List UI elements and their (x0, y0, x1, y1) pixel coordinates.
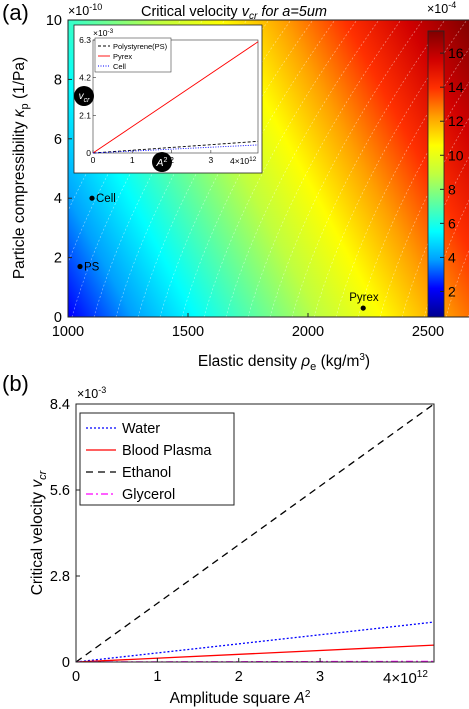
panel-a-title: Critical velocity vcr for a=5um (141, 4, 327, 22)
panel-b-x-ticks: 0 1 2 3 (72, 658, 324, 685)
series-line-blood-plasma (76, 644, 434, 662)
x-tick-label: 2000 (292, 324, 324, 340)
inset-series-pyrex (92, 41, 259, 154)
panel-b-y-axis-label: Critical velocity vcr (29, 469, 49, 595)
point-label-pyrex: Pyrex (349, 292, 379, 304)
inset-series (92, 41, 259, 154)
panel-b-x-axis-label: Amplitude square A2 (170, 689, 311, 707)
y-tick-label: 2 (54, 251, 62, 267)
x-tick-label: 1 (153, 669, 161, 685)
heatmap-points: Cell PS Pyrex (77, 193, 379, 311)
colorbar-tick-label: 14 (448, 79, 464, 95)
y-tick-label: 8 (54, 72, 62, 88)
y-tick-label: 8.4 (50, 397, 70, 413)
inset-x-axis-label: A2 (156, 157, 168, 169)
inset-y-tick-label: 2.1 (79, 110, 91, 120)
panel-b-y-exponent: ×10-3 (77, 385, 106, 401)
y-tick-label: 6 (54, 132, 62, 148)
point-marker-cell (89, 195, 95, 201)
colorbar-ticks: 2 4 6 8 10 12 14 16 (440, 45, 464, 299)
inset-y-tick-label: 4.2 (79, 73, 91, 83)
y-tick-label: 2.8 (50, 569, 70, 585)
panel-a-y-ticks: 0 2 4 6 8 10 (46, 13, 72, 326)
colorbar (427, 30, 445, 318)
colorbar-tick-label: 12 (448, 113, 464, 129)
point-label-ps: PS (84, 262, 100, 274)
inset-x-tick-label: 1 (130, 155, 135, 165)
inset-legend-label: Polystyrene(PS) (113, 42, 168, 51)
panel-a: (a) Critical velocity vcr for a=5um 1000… (2, 0, 469, 373)
legend-label: Glycerol (122, 487, 175, 503)
panel-a-label: (a) (2, 0, 29, 25)
x-tick-label: 1500 (172, 324, 204, 340)
panel-b-label: (b) (2, 371, 29, 396)
inset-legend-label: Cell (113, 62, 126, 71)
y-tick-label: 0 (62, 655, 70, 671)
inset-y-axis-label: vcr (79, 91, 91, 104)
x-tick-label: 3 (316, 669, 324, 685)
inset-legend (94, 37, 172, 73)
inset-y-exponent: ×10-3 (93, 28, 114, 38)
colorbar-tick-label: 4 (448, 249, 456, 265)
point-label-cell: Cell (96, 193, 116, 205)
colorbar-tick-label: 8 (448, 181, 456, 197)
inset-y-tick-label: 6.3 (79, 35, 91, 45)
point-marker-ps (77, 263, 83, 270)
x-tick-label: 0 (72, 669, 80, 685)
colorbar-tick-label: 16 (448, 45, 464, 61)
heatmap-frame (67, 19, 469, 318)
inset-y-label-badge (74, 86, 94, 106)
inset-x-tick-label: 3 (208, 155, 213, 165)
legend-label: Water (122, 421, 160, 437)
x-tick-label: 2500 (412, 324, 444, 340)
panel-b-frame (75, 403, 435, 663)
panel-b-legend-items: Water Blood Plasma Ethanol Glycerol (86, 421, 212, 503)
panel-b: (b) 0 1 2 3 0 2.8 5.6 8.4 ×10-3 4×1012 Amplitu… (2, 371, 435, 707)
y-tick-label: 10 (46, 13, 62, 29)
inset-x-exponent: 4×1012 (230, 156, 257, 166)
inset-x-tick-label: 0 (91, 155, 96, 165)
panel-a-x-axis-label: Elastic density ρe (kg/m3) (198, 352, 370, 373)
panel-b-y-ticks: 0 2.8 5.6 8.4 (50, 397, 80, 671)
inset-y-tick-label: 0 (86, 148, 91, 158)
y-tick-label: 4 (54, 191, 62, 207)
colorbar-exponent: ×10-4 (427, 0, 456, 16)
panel-b-legend (79, 412, 235, 506)
colorbar-tick-label: 6 (448, 215, 456, 231)
legend-label: Blood Plasma (122, 443, 212, 459)
y-tick-label: 0 (54, 310, 62, 326)
series-line-ethanol (76, 404, 434, 662)
panel-b-x-exponent: 4×1012 (383, 669, 428, 687)
x-tick-label: 2 (235, 669, 243, 685)
panel-a-y-axis-label: Particle compressibility κp (1/Pa) (11, 57, 31, 279)
inset-series-polystyrene-ps- (92, 140, 259, 154)
point-marker-pyrex (360, 305, 366, 311)
colorbar-tick-label: 10 (448, 147, 464, 163)
y-tick-label: 5.6 (50, 483, 70, 499)
panel-a-y-exponent: ×10-10 (68, 2, 102, 18)
inset-series-cell (92, 144, 259, 154)
inset-legend-label: Pyrex (113, 52, 132, 61)
x-tick-label: 1000 (52, 324, 84, 340)
series-line-water (76, 621, 434, 662)
panel-b-series (76, 404, 434, 662)
legend-label: Ethanol (122, 465, 171, 481)
inset-x-label-badge (152, 152, 172, 172)
colorbar-tick-label: 2 (448, 283, 456, 299)
